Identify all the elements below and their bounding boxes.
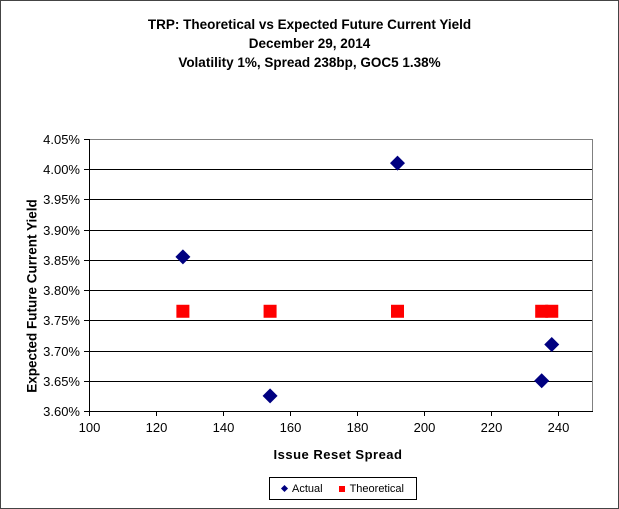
y-tick-label: 3.65%	[43, 374, 80, 389]
data-point-actual	[262, 388, 278, 404]
data-point-theoretical	[263, 304, 277, 318]
x-tick-label: 220	[481, 420, 503, 435]
x-tick-label: 100	[79, 420, 101, 435]
data-point-theoretical	[545, 304, 559, 318]
data-point-theoretical	[391, 304, 405, 318]
x-axis-title: Issue Reset Spread	[273, 447, 403, 462]
legend-item-actual: Actual	[280, 482, 323, 495]
y-tick-label: 3.95%	[43, 192, 80, 207]
y-tick-label: 4.00%	[43, 162, 80, 177]
chart-title: TRP: Theoretical vs Expected Future Curr…	[1, 1, 618, 72]
y-axis-title: Expected Future Current Yield	[24, 199, 40, 393]
data-point-actual	[175, 249, 191, 265]
x-tick-label: 160	[280, 420, 302, 435]
y-tick-label: 3.85%	[43, 253, 80, 268]
theoretical-square-icon	[338, 485, 345, 492]
data-point-actual	[544, 337, 560, 353]
y-tick-label: 4.05%	[43, 132, 80, 147]
data-point-actual	[390, 155, 406, 171]
y-tick-label: 3.70%	[43, 344, 80, 359]
legend: Actual Theoretical	[269, 477, 417, 500]
actual-diamond-icon	[280, 484, 289, 493]
y-tick-label: 3.80%	[43, 283, 80, 298]
data-point-theoretical	[176, 304, 190, 318]
x-tick-label: 120	[146, 420, 168, 435]
legend-label-theoretical: Theoretical	[349, 482, 404, 495]
legend-item-theoretical: Theoretical	[338, 482, 404, 495]
x-tick-label: 180	[347, 420, 369, 435]
y-tick-label: 3.75%	[43, 313, 80, 328]
chart-title-line1: TRP: Theoretical vs Expected Future Curr…	[147, 17, 472, 32]
data-point-actual	[534, 373, 550, 389]
y-tick-label: 3.60%	[43, 404, 80, 419]
x-tick-label: 240	[548, 420, 570, 435]
legend-label-actual: Actual	[292, 482, 323, 495]
x-tick-label: 140	[213, 420, 235, 435]
chart-title-line2: December 29, 2014	[248, 36, 371, 51]
data-point-theoretical	[535, 304, 549, 318]
x-tick-label: 200	[414, 420, 436, 435]
y-tick-label: 3.90%	[43, 223, 80, 238]
chart-title-line3: Volatility 1%, Spread 238bp, GOC5 1.38%	[178, 55, 441, 70]
